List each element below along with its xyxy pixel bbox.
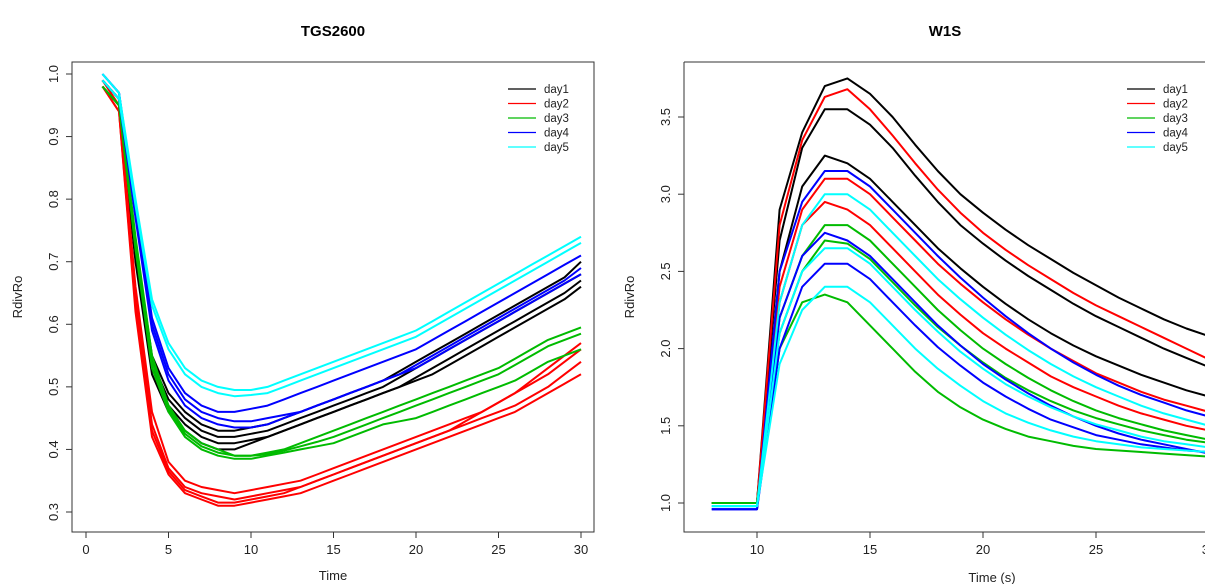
y-tick-label: 1.5 <box>658 417 673 435</box>
x-tick-label: 10 <box>244 542 258 557</box>
x-tick-label: 25 <box>1089 542 1103 557</box>
x-tick-label: 5 <box>165 542 172 557</box>
x-tick-label: 0 <box>82 542 89 557</box>
legend-label: day3 <box>544 113 569 125</box>
y-tick-label: 1.0 <box>658 494 673 512</box>
x-axis-label: Time <box>319 568 347 583</box>
series-line-day5 <box>711 247 1205 508</box>
series-lines <box>711 77 1205 511</box>
y-tick-label: 3.0 <box>658 185 673 203</box>
chart-title: W1S <box>929 23 962 40</box>
chart-tgs2600: TGS2600 Time RdivRo 0 5 10 15 20 25 30 0.30.40… <box>10 23 595 583</box>
legend-label: day1 <box>1163 84 1188 96</box>
legend-label: day5 <box>544 142 569 154</box>
legend-label: day3 <box>1163 113 1188 125</box>
y-tick-label: 0.6 <box>46 315 61 333</box>
series-line-day4 <box>101 73 582 413</box>
series-line-day1 <box>101 85 582 445</box>
x-tick-label: 15 <box>863 542 877 557</box>
x-tick-label: 30 <box>574 542 588 557</box>
series-line-day3 <box>711 293 1205 504</box>
series-line-day1 <box>711 154 1205 504</box>
x-tick-label: 15 <box>326 542 340 557</box>
series-line-day3 <box>101 85 582 457</box>
series-line-day2 <box>101 85 582 501</box>
x-tick-label: 20 <box>976 542 990 557</box>
legend-label: day5 <box>1163 142 1188 154</box>
x-tick-label: 30 <box>1202 542 1205 557</box>
series-line-day1 <box>711 108 1205 504</box>
y-tick-label: 2.5 <box>658 262 673 280</box>
series-line-day4 <box>101 79 582 429</box>
x-tick-label: 20 <box>409 542 423 557</box>
series-line-day2 <box>711 88 1205 504</box>
legend-label: day1 <box>544 84 569 96</box>
y-tick-label: 0.5 <box>46 378 61 396</box>
series-line-day4 <box>711 170 1205 511</box>
y-tick-label: 0.8 <box>46 190 61 208</box>
y-tick-label: 2.0 <box>658 340 673 358</box>
y-tick-label: 3.5 <box>658 108 673 126</box>
legend-label: day4 <box>1163 128 1189 140</box>
y-axis-label: RdivRo <box>622 276 637 319</box>
x-axis: 10 15 20 25 30 <box>750 532 1205 557</box>
series-line-day5 <box>711 193 1205 508</box>
series-lines <box>101 73 582 507</box>
legend: day1 day2 day3 day4 day5 <box>508 84 570 154</box>
series-line-day1 <box>711 77 1205 504</box>
plot-frame <box>683 61 1205 533</box>
y-axis: 0.3 0.4 0.5 0.6 0.7 0.8 0.9 1.0 <box>46 65 72 521</box>
y-axis: 1.0 1.5 2.0 2.5 3.0 3.5 <box>658 108 684 512</box>
series-line-day5 <box>101 73 582 391</box>
x-tick-label: 10 <box>750 542 764 557</box>
y-tick-label: 0.7 <box>46 253 61 271</box>
series-line-day3 <box>101 85 582 460</box>
legend: day1 day2 day3 day4 day5 <box>1127 84 1189 154</box>
series-line-day2 <box>101 79 582 495</box>
series-line-day5 <box>101 79 582 398</box>
legend-label: day2 <box>544 99 569 111</box>
legend-label: day4 <box>544 128 570 140</box>
y-axis-label: RdivRo <box>10 276 25 319</box>
series-line-day2 <box>101 85 582 504</box>
x-axis-label: Time (s) <box>968 570 1015 584</box>
series-line-day4 <box>711 262 1205 511</box>
x-axis: 0 5 10 15 20 25 30 <box>82 532 588 557</box>
series-line-day3 <box>101 79 582 457</box>
y-tick-label: 0.3 <box>46 503 61 521</box>
x-tick-label: 25 <box>491 542 505 557</box>
series-line-day4 <box>711 231 1205 511</box>
series-line-day1 <box>101 85 582 451</box>
y-tick-label: 1.0 <box>46 65 61 83</box>
legend-label: day2 <box>1163 99 1188 111</box>
chart-w1s: W1S Time (s) RdivRo 10 15 20 25 30 1.0 1.5 2.0… <box>622 23 1205 584</box>
series-line-day5 <box>711 285 1205 508</box>
y-tick-label: 0.9 <box>46 128 61 146</box>
y-tick-label: 0.4 <box>46 440 61 458</box>
series-line-day2 <box>711 177 1205 504</box>
series-line-day2 <box>101 85 582 507</box>
chart-title: TGS2600 <box>301 23 365 40</box>
